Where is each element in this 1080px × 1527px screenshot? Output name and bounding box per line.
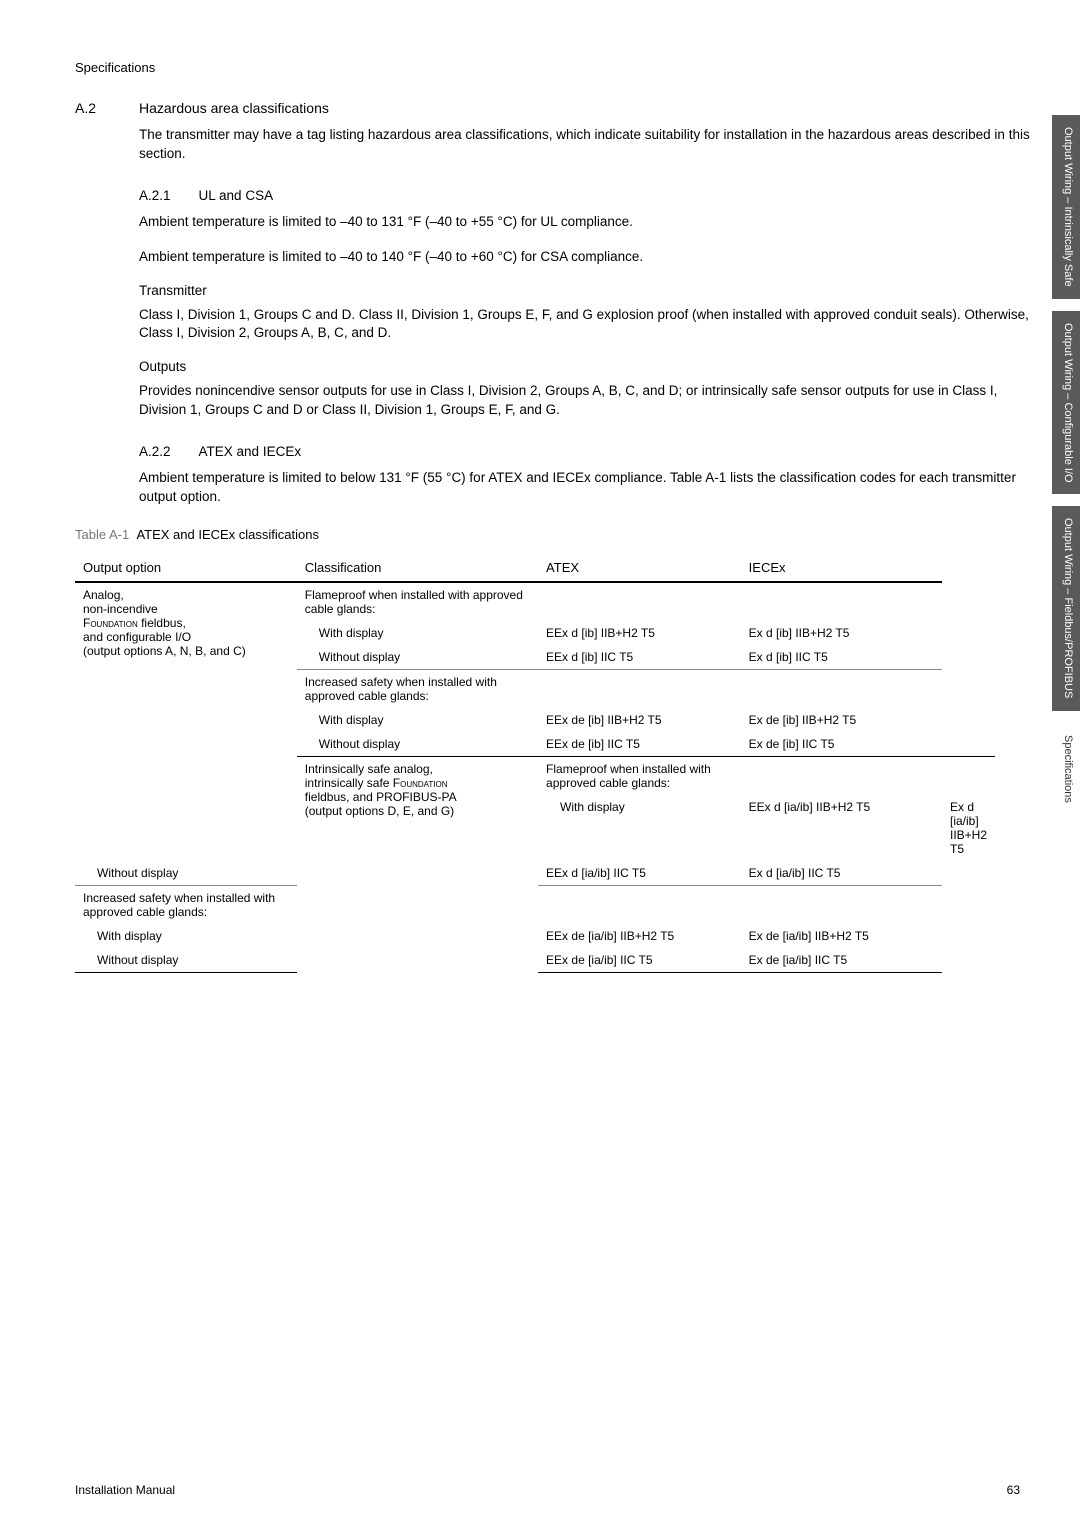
cell-label: With display	[75, 924, 297, 948]
cell-output-option-2: Intrinsically safe analog, intrinsically…	[297, 756, 538, 972]
side-tab-fieldbus: Output Wiring – Fieldbus/PROFIBUS	[1052, 506, 1080, 710]
cell-label: Without display	[297, 732, 538, 757]
side-tab-specifications: Specifications	[1052, 723, 1080, 815]
table-header-row: Output option Classification ATEX IECEx	[75, 554, 995, 582]
cell-atex: EEx de [ia/ib] IIB+H2 T5	[538, 924, 741, 948]
cell-classification: Flameproof when installed with approved …	[297, 582, 538, 621]
cell-label: Without display	[297, 645, 538, 670]
subsection-title: UL and CSA	[199, 188, 274, 203]
cell-classification: Increased safety when installed with app…	[297, 669, 538, 708]
th-atex: ATEX	[538, 554, 741, 582]
cell-iecex: Ex de [ib] IIB+H2 T5	[741, 708, 942, 732]
cell-iecex: Ex de [ia/ib] IIC T5	[741, 948, 942, 973]
cell-iecex: Ex de [ia/ib] IIB+H2 T5	[741, 924, 942, 948]
transmitter-heading: Transmitter	[139, 283, 1035, 298]
table-caption-title: ATEX and IECEx classifications	[136, 527, 319, 542]
table-caption-prefix: Table A-1	[75, 527, 129, 542]
side-tabs: Output Wiring – Intrinsically Safe Outpu…	[1052, 115, 1080, 814]
table-row: Analog, non-incendive Foundation fieldbu…	[75, 582, 995, 621]
cell-atex: EEx de [ib] IIC T5	[538, 732, 741, 757]
outputs-heading: Outputs	[139, 359, 1035, 374]
cell-output-option-1: Analog, non-incendive Foundation fieldbu…	[75, 582, 297, 861]
footer-left: Installation Manual	[75, 1483, 175, 1497]
cell-classification: Flameproof when installed with approved …	[538, 756, 741, 795]
cell-atex: EEx d [ia/ib] IIC T5	[538, 861, 741, 886]
cell-iecex: Ex d [ia/ib] IIC T5	[741, 861, 942, 886]
section-a2-heading: A.2 Hazardous area classifications	[75, 100, 1035, 116]
a21-line2: Ambient temperature is limited to –40 to…	[139, 248, 1035, 267]
page-header: Specifications	[75, 60, 1035, 75]
cell-classification: Increased safety when installed with app…	[75, 885, 297, 924]
section-num: A.2	[75, 100, 115, 116]
cell-label: Without display	[75, 861, 297, 886]
section-a2-intro: The transmitter may have a tag listing h…	[139, 126, 1035, 164]
cell-atex: EEx d [ib] IIB+H2 T5	[538, 621, 741, 645]
cell-atex: EEx d [ia/ib] IIB+H2 T5	[741, 795, 942, 861]
cell-label: With display	[297, 621, 538, 645]
section-a21-heading: A.2.1 UL and CSA	[139, 188, 1035, 203]
cell-iecex: Ex d [ib] IIB+H2 T5	[741, 621, 942, 645]
cell-label: Without display	[75, 948, 297, 973]
footer-page-number: 63	[1007, 1483, 1020, 1497]
section-a22-heading: A.2.2 ATEX and IECEx	[139, 444, 1035, 459]
cell-iecex: Ex de [ib] IIC T5	[741, 732, 942, 757]
cell-atex: EEx de [ia/ib] IIC T5	[538, 948, 741, 973]
classifications-table: Output option Classification ATEX IECEx …	[75, 554, 995, 973]
subsection-num: A.2.2	[139, 444, 171, 459]
subsection-num: A.2.1	[139, 188, 171, 203]
cell-atex: EEx de [ib] IIB+H2 T5	[538, 708, 741, 732]
transmitter-text: Class I, Division 1, Groups C and D. Cla…	[139, 306, 1035, 344]
a22-intro: Ambient temperature is limited to below …	[139, 469, 1035, 507]
a21-line1: Ambient temperature is limited to –40 to…	[139, 213, 1035, 232]
subsection-title: ATEX and IECEx	[199, 444, 302, 459]
th-output-option: Output option	[75, 554, 297, 582]
cell-label: With display	[538, 795, 741, 861]
th-iecex: IECEx	[741, 554, 942, 582]
cell-atex: EEx d [ib] IIC T5	[538, 645, 741, 670]
outputs-text: Provides nonincendive sensor outputs for…	[139, 382, 1035, 420]
cell-iecex: Ex d [ia/ib] IIB+H2 T5	[942, 795, 995, 861]
table-caption: Table A-1 ATEX and IECEx classifications	[75, 527, 1035, 542]
side-tab-configurable-io: Output Wiring – Configurable I/O	[1052, 311, 1080, 495]
cell-iecex: Ex d [ib] IIC T5	[741, 645, 942, 670]
cell-label: With display	[297, 708, 538, 732]
section-title: Hazardous area classifications	[139, 100, 329, 116]
page-footer: Installation Manual 63	[75, 1483, 1020, 1497]
side-tab-intrinsically-safe: Output Wiring – Intrinsically Safe	[1052, 115, 1080, 299]
th-classification: Classification	[297, 554, 538, 582]
